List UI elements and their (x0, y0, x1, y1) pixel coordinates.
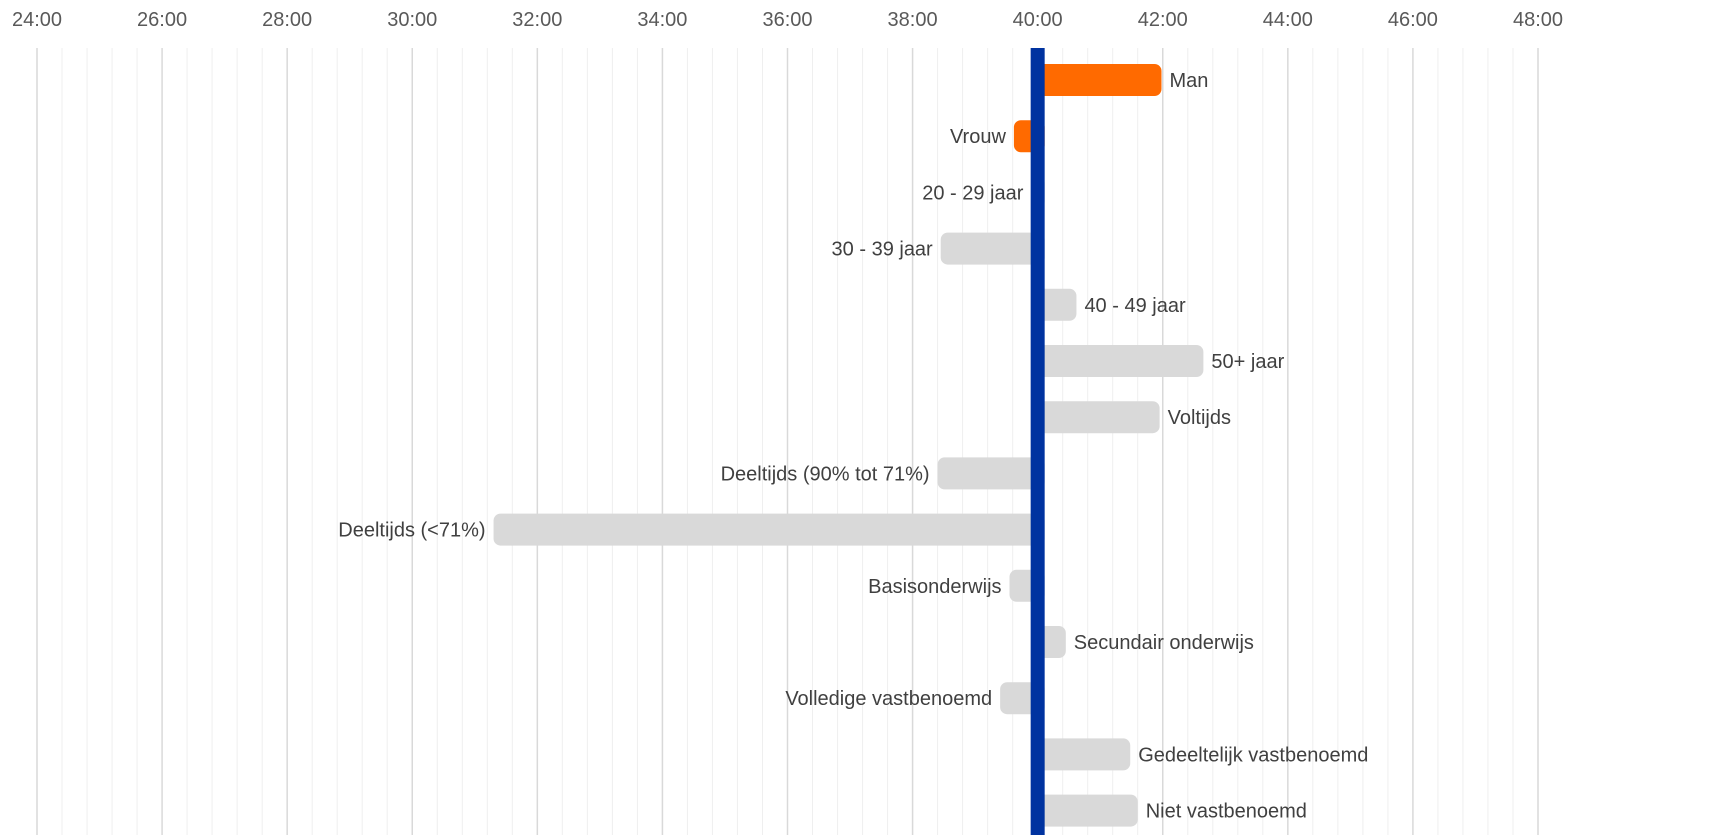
bar-niet-vastbenoemd (1037, 794, 1138, 827)
grid-layer (36, 48, 1539, 835)
x-tick-label: 40:00 (1013, 9, 1063, 31)
bar-label: Basisonderwijs (868, 576, 1001, 598)
bar-voltijds (1037, 401, 1160, 434)
bar-30-39-jaar (940, 232, 1045, 265)
bar-label: 20 - 29 jaar (922, 182, 1024, 204)
bar-labels: Man Vrouw 20 - 29 jaar 30 - 39 jaar 40 - 49 … (338, 70, 1368, 823)
baseline-layer (1030, 48, 1045, 835)
x-tick-label: 32:00 (512, 9, 562, 31)
x-tick-label: 34:00 (637, 9, 687, 31)
x-axis-ticks: 24:00 26:00 28:00 30:00 32:00 34:00 36:00 38:00… (12, 9, 1563, 31)
bar-deeltijds-71 (493, 513, 1045, 546)
bar-label: Vrouw (950, 126, 1007, 148)
x-tick-label: 36:00 (762, 9, 812, 31)
bar-50-jaar (1037, 345, 1204, 377)
bar-man (1037, 64, 1162, 96)
bar-deeltijds-90-tot-71 (937, 457, 1045, 490)
bar-label: Voltijds (1168, 407, 1231, 429)
baseline-40-line (1030, 48, 1045, 835)
bar-label: 40 - 49 jaar (1084, 295, 1186, 317)
x-tick-label: 30:00 (387, 9, 437, 31)
x-tick-label: 44:00 (1263, 9, 1313, 31)
x-tick-label: 42:00 (1138, 9, 1188, 31)
bar-label: Niet vastbenoemd (1146, 801, 1307, 823)
x-tick-label: 48:00 (1513, 9, 1563, 31)
x-tick-label: 24:00 (12, 9, 62, 31)
bar-label: 30 - 39 jaar (832, 239, 934, 261)
bars (493, 64, 1204, 827)
x-tick-label: 26:00 (137, 9, 187, 31)
bar-40-49-jaar (1037, 288, 1077, 321)
x-tick-label: 46:00 (1388, 9, 1438, 31)
bar-label: Deeltijds (<71%) (338, 520, 485, 542)
bar-label: Secundair onderwijs (1074, 632, 1254, 654)
bar-label: Volledige vastbenoemd (785, 688, 992, 710)
bar-gedeeltelijk-vastbenoemd (1037, 738, 1131, 771)
bar-label: 50+ jaar (1211, 351, 1284, 373)
x-tick-label: 38:00 (888, 9, 938, 31)
x-tick-label: 28:00 (262, 9, 312, 31)
bar-label: Deeltijds (90% tot 71%) (721, 463, 930, 485)
bar-label: Man (1169, 70, 1208, 92)
bar-secundair-onderwijs (1037, 626, 1066, 658)
bar-label: Gedeeltelijk vastbenoemd (1138, 744, 1368, 766)
